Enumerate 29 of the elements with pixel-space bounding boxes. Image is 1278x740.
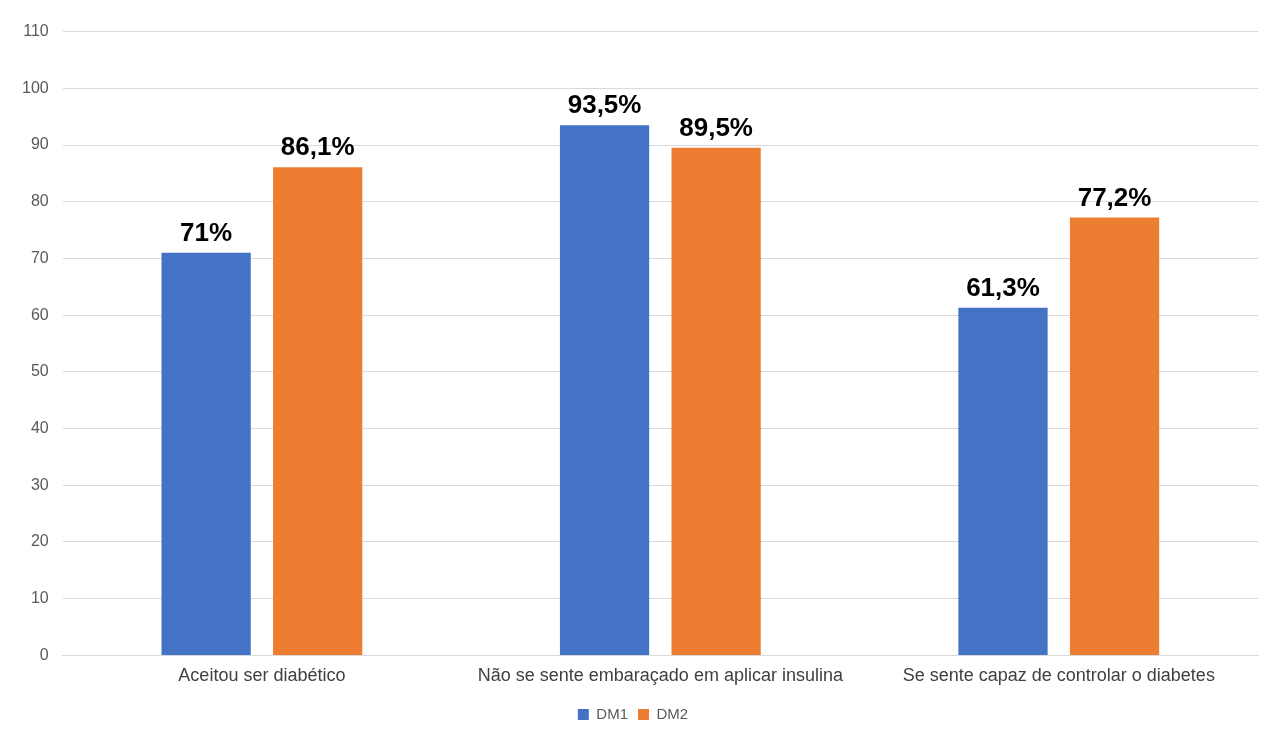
y-tick-label: 110 xyxy=(23,22,49,40)
y-tick-label: 30 xyxy=(30,475,49,493)
y-tick-label: 60 xyxy=(30,305,49,323)
y-tick-label: 40 xyxy=(30,418,49,436)
legend-label: DM2 xyxy=(656,704,689,722)
bar xyxy=(559,125,650,655)
data-label: 61,3% xyxy=(966,271,1040,302)
bar xyxy=(958,307,1048,655)
y-tick-label: 50 xyxy=(30,362,49,380)
legend-label: DM1 xyxy=(596,704,628,722)
data-label: 89,5% xyxy=(679,112,753,143)
bar xyxy=(273,167,363,655)
y-tick-label: 70 xyxy=(30,248,49,266)
y-tick-label: 100 xyxy=(21,78,49,96)
data-label: 71% xyxy=(180,216,233,247)
bar xyxy=(161,252,251,655)
bar xyxy=(671,147,761,655)
y-tick-label: 20 xyxy=(30,532,49,550)
bar xyxy=(1069,217,1160,655)
y-tick-label: 0 xyxy=(39,645,49,663)
x-tick-label: Aceitou ser diabético xyxy=(178,665,346,686)
y-tick-label: 90 xyxy=(30,135,49,153)
x-tick-label: Não se sente embaraçado em aplicar insulina xyxy=(477,665,844,686)
data-label: 86,1% xyxy=(280,131,355,162)
y-tick-label: 10 xyxy=(30,589,49,607)
data-label: 93,5% xyxy=(567,89,642,120)
y-tick-label: 80 xyxy=(30,192,49,210)
x-tick-label: Se sente capaz de controlar o diabetes xyxy=(902,665,1215,686)
data-label: 77,2% xyxy=(1077,181,1152,212)
